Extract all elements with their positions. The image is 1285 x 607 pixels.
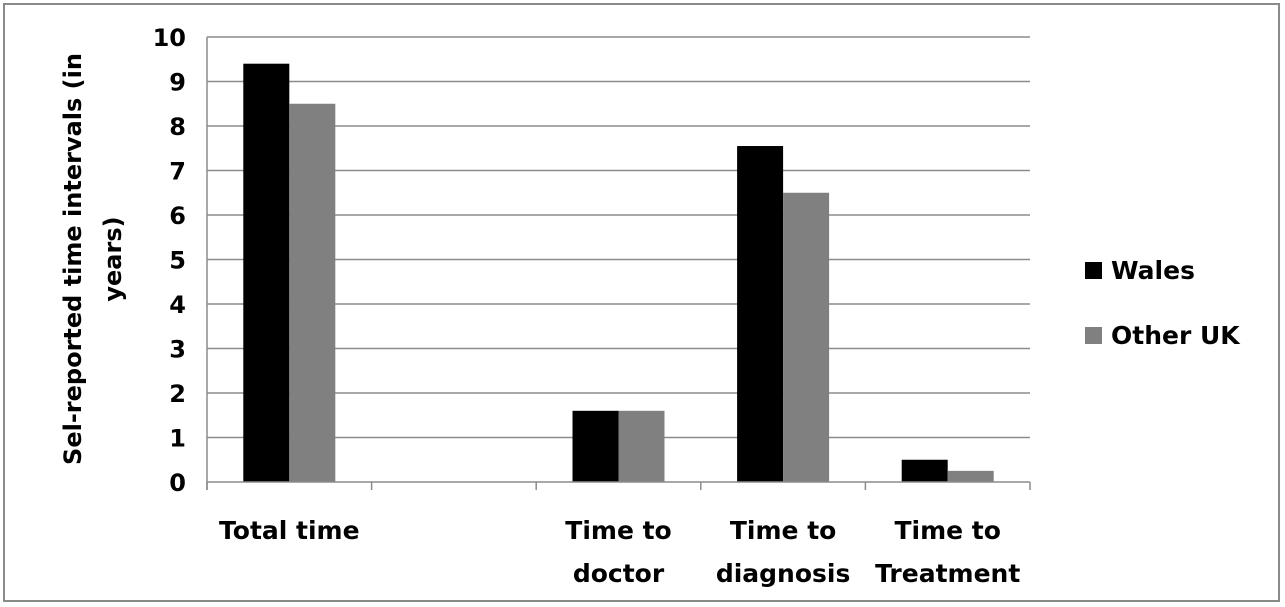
x-tick-label: diagnosis [716, 559, 851, 588]
bar-other-uk [783, 192, 830, 482]
y-tick-label: 10 [153, 24, 186, 52]
category-labels: Total time Time to doctor Time to diagnosis T… [219, 516, 1020, 588]
bar-wales [737, 146, 784, 482]
bar-wales [901, 459, 948, 482]
bar-wales [572, 410, 619, 482]
y-tick-label: 0 [169, 469, 186, 497]
y-axis-label-line: Sel-reported time intervals (in [59, 53, 87, 465]
y-tick-label: 3 [169, 336, 186, 364]
y-tick-label: 2 [169, 380, 186, 408]
bars [243, 63, 994, 482]
y-tick-label: 4 [169, 291, 186, 319]
x-tick-label: Time to [730, 516, 836, 545]
chart-frame [3, 3, 1280, 602]
x-tick-label: Time to [894, 516, 1000, 545]
x-tick-label: Total time [219, 516, 360, 545]
legend-label: Wales [1111, 256, 1195, 285]
bar-other-uk [947, 470, 994, 482]
bar-wales [243, 63, 290, 482]
gridlines [207, 36, 1030, 439]
legend-label: Other UK [1111, 321, 1241, 350]
y-axis-label-line: years) [99, 216, 127, 301]
x-tick-label: Time to [565, 516, 671, 545]
y-tick-labels: 0 1 2 3 4 5 6 7 8 9 10 [153, 24, 186, 497]
x-tick-label: Treatment [875, 559, 1020, 588]
bar-other-uk [618, 410, 665, 482]
legend: Wales Other UK [1085, 256, 1241, 350]
y-tick-label: 6 [169, 202, 186, 230]
x-tick-label: doctor [573, 559, 665, 588]
y-tick-label: 8 [169, 113, 186, 141]
y-axis-label: Sel-reported time intervals (in years) [59, 53, 127, 465]
legend-swatch [1085, 327, 1102, 344]
legend-swatch [1085, 262, 1102, 279]
bar-other-uk [289, 103, 336, 482]
y-tick-label: 5 [169, 247, 186, 275]
y-tick-label: 1 [169, 425, 186, 453]
axes [206, 37, 1031, 490]
y-tick-label: 9 [169, 69, 186, 97]
y-tick-label: 7 [169, 158, 186, 186]
